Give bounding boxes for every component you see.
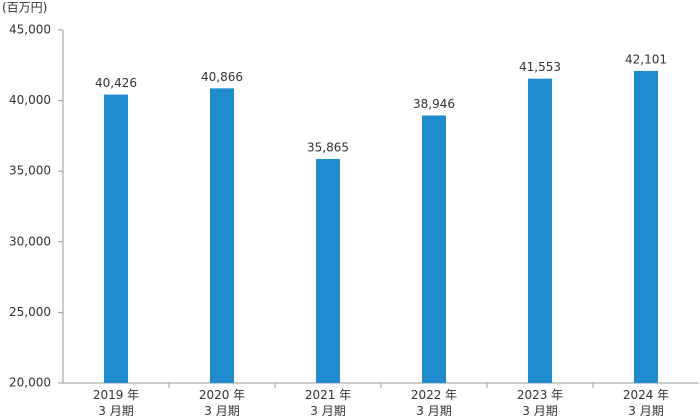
value-label: 42,101	[625, 52, 667, 66]
bar	[210, 88, 234, 384]
bar	[528, 78, 552, 384]
y-tick-label: 40,000	[9, 93, 51, 107]
bar	[422, 115, 446, 383]
value-label: 38,946	[413, 97, 455, 111]
bar	[634, 70, 658, 383]
y-tick-label: 30,000	[9, 234, 51, 248]
unit-label: (百万円)	[2, 1, 47, 15]
y-tick-label: 45,000	[9, 23, 51, 37]
value-label: 40,426	[95, 76, 137, 90]
y-tick-label: 20,000	[9, 376, 51, 390]
bar	[104, 94, 128, 384]
y-tick-label: 35,000	[9, 164, 51, 178]
value-label: 40,866	[201, 70, 243, 84]
value-label: 41,553	[519, 60, 561, 74]
bar	[316, 158, 340, 383]
y-tick-label: 25,000	[9, 305, 51, 319]
value-label: 35,865	[307, 140, 349, 154]
